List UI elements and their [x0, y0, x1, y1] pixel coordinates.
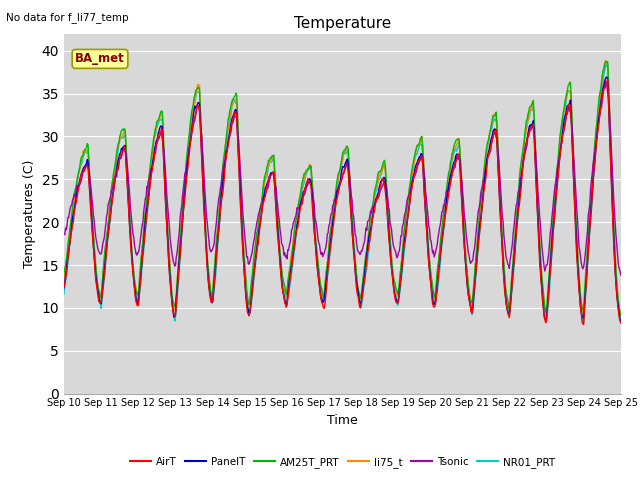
AM25T_PRT: [617, 312, 625, 318]
NR01_PRT: [410, 160, 418, 166]
PanelT: [60, 285, 68, 290]
AirT: [410, 173, 418, 179]
AM25T_PRT: [127, 242, 135, 248]
Title: Temperature: Temperature: [294, 16, 391, 31]
AirT: [214, 241, 221, 247]
NR01_PRT: [617, 320, 625, 326]
NR01_PRT: [127, 242, 135, 248]
Text: BA_met: BA_met: [75, 52, 125, 65]
NR01_PRT: [184, 151, 192, 156]
Line: AM25T_PRT: AM25T_PRT: [64, 61, 621, 315]
AM25T_PRT: [410, 156, 418, 161]
PanelT: [426, 276, 434, 281]
PanelT: [70, 208, 78, 214]
Text: No data for f_li77_temp: No data for f_li77_temp: [6, 12, 129, 23]
Y-axis label: Temperatures (C): Temperatures (C): [23, 159, 36, 268]
Tsonic: [60, 231, 68, 237]
Tsonic: [410, 172, 418, 178]
li75_t: [184, 145, 192, 151]
li75_t: [214, 233, 221, 239]
AirT: [580, 322, 588, 327]
AirT: [426, 276, 434, 282]
AM25T_PRT: [426, 267, 434, 273]
li75_t: [127, 242, 135, 248]
Line: NR01_PRT: NR01_PRT: [64, 64, 621, 323]
AM25T_PRT: [214, 229, 221, 235]
PanelT: [214, 240, 221, 246]
li75_t: [410, 161, 418, 167]
li75_t: [70, 198, 78, 204]
PanelT: [184, 158, 192, 164]
X-axis label: Time: Time: [327, 414, 358, 427]
li75_t: [426, 266, 434, 272]
Line: AirT: AirT: [64, 79, 621, 324]
AM25T_PRT: [602, 59, 610, 64]
li75_t: [617, 312, 625, 318]
Tsonic: [214, 208, 221, 214]
Tsonic: [426, 237, 434, 242]
PanelT: [603, 74, 611, 80]
AM25T_PRT: [184, 142, 192, 148]
NR01_PRT: [426, 265, 434, 271]
Tsonic: [127, 215, 135, 220]
AM25T_PRT: [70, 192, 78, 197]
AirT: [127, 252, 135, 258]
li75_t: [60, 276, 68, 282]
PanelT: [617, 318, 625, 324]
Line: PanelT: PanelT: [64, 77, 621, 321]
NR01_PRT: [214, 247, 221, 253]
Tsonic: [617, 272, 625, 278]
AirT: [70, 210, 78, 216]
li75_t: [602, 58, 609, 63]
AirT: [60, 284, 68, 289]
PanelT: [127, 247, 135, 253]
Line: li75_t: li75_t: [64, 60, 621, 315]
AirT: [617, 320, 625, 326]
AirT: [184, 165, 192, 170]
Tsonic: [70, 192, 78, 198]
NR01_PRT: [70, 208, 78, 214]
NR01_PRT: [604, 61, 611, 67]
NR01_PRT: [60, 291, 68, 297]
PanelT: [410, 171, 418, 177]
Tsonic: [602, 78, 609, 84]
AirT: [604, 76, 611, 82]
Legend: AirT, PanelT, AM25T_PRT, li75_t, Tsonic, NR01_PRT: AirT, PanelT, AM25T_PRT, li75_t, Tsonic,…: [125, 453, 559, 472]
AM25T_PRT: [60, 270, 68, 276]
Line: Tsonic: Tsonic: [64, 81, 621, 275]
Tsonic: [184, 155, 192, 160]
